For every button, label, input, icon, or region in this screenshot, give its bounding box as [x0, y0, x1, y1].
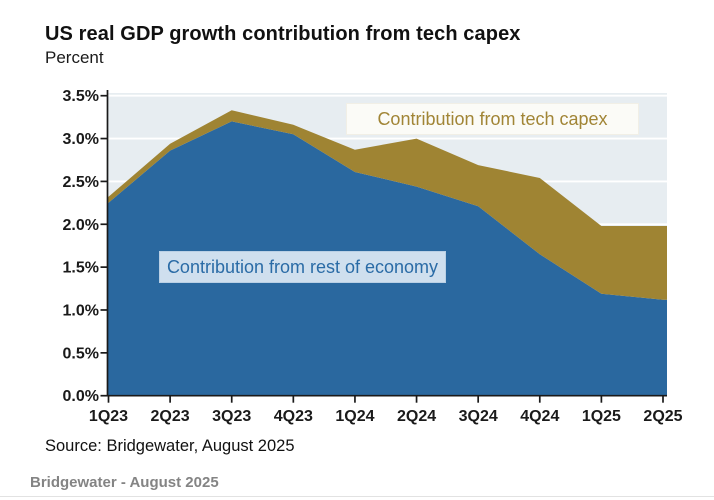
x-tick-label: 3Q24: [459, 408, 498, 425]
y-tick-label: 0.0%: [63, 388, 99, 405]
x-tick-label: 2Q24: [397, 408, 436, 425]
y-tick-label: 0.5%: [63, 345, 99, 362]
series-label-rest-of-economy: Contribution from rest of economy: [159, 251, 446, 283]
x-tick-label: 1Q24: [335, 408, 374, 425]
y-tick-label: 3.0%: [63, 131, 99, 148]
x-tick-label: 3Q23: [212, 408, 251, 425]
chart-title: US real GDP growth contribution from tec…: [45, 23, 521, 45]
y-tick-label: 1.5%: [63, 260, 99, 277]
caption: Bridgewater - August 2025: [30, 474, 219, 491]
x-tick-label: 1Q23: [89, 408, 128, 425]
x-tick-label: 1Q25: [582, 408, 621, 425]
x-tick-label: 4Q23: [274, 408, 313, 425]
chart-subtitle: Percent: [45, 48, 104, 67]
y-tick-label: 3.5%: [63, 88, 99, 105]
x-tick-label: 2Q25: [643, 408, 682, 425]
bottom-divider: [0, 496, 714, 497]
y-tick-label: 1.0%: [63, 302, 99, 319]
y-tick-label: 2.0%: [63, 217, 99, 234]
source-note: Source: Bridgewater, August 2025: [45, 437, 295, 455]
series-label-tech-capex: Contribution from tech capex: [346, 103, 639, 135]
x-tick-label: 2Q23: [151, 408, 190, 425]
x-tick-label: 4Q24: [520, 408, 559, 425]
area-tech-capex: [107, 110, 667, 300]
y-tick-label: 2.5%: [63, 174, 99, 191]
